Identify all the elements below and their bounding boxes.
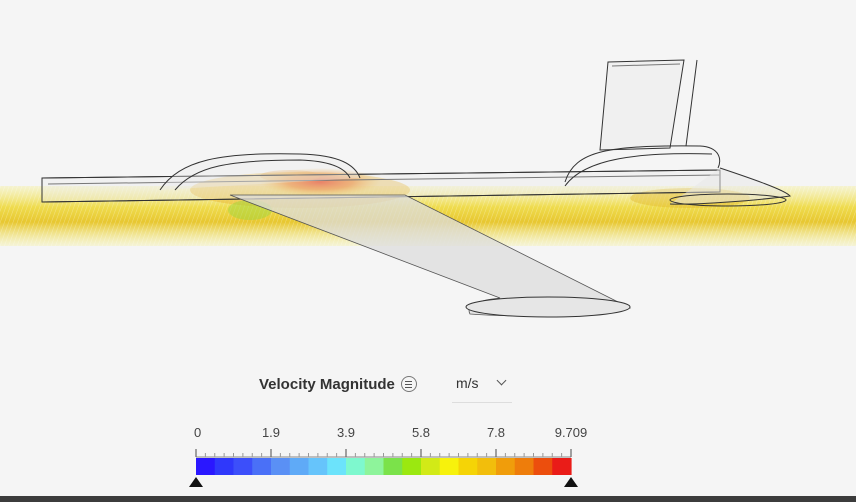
color-swatch	[496, 458, 516, 475]
color-swatch	[477, 458, 497, 475]
menu-circle-icon[interactable]	[400, 376, 417, 392]
color-swatch	[364, 458, 385, 475]
max-range-handle[interactable]	[564, 477, 578, 487]
main-wing	[229, 194, 632, 318]
color-swatch	[233, 458, 253, 475]
bottom-toolbar-edge	[0, 496, 856, 502]
tick-label: 9.709	[555, 425, 588, 440]
unit-dropdown[interactable]: m/s	[452, 372, 512, 403]
color-swatch	[533, 458, 553, 475]
min-range-handle[interactable]	[189, 477, 203, 487]
color-swatch	[439, 458, 460, 475]
tick-label: 1.9	[262, 425, 280, 440]
color-swatch	[383, 458, 403, 475]
color-swatch	[289, 458, 310, 475]
tick-label: 7.8	[487, 425, 505, 440]
wing-root-fairing	[159, 153, 361, 191]
color-swatch	[514, 458, 535, 475]
color-swatch	[421, 458, 441, 475]
unit-label: m/s	[456, 375, 479, 391]
color-swatch	[196, 458, 216, 475]
color-swatch	[308, 458, 328, 475]
vertical-stabilizer	[564, 59, 721, 187]
color-swatch	[252, 458, 272, 475]
color-swatch	[402, 458, 422, 475]
color-legend-bar[interactable]: 0 1.9 3.9 5.8 7.8 9.709	[180, 420, 600, 490]
color-swatch	[552, 458, 572, 475]
chevron-down-icon	[496, 375, 507, 386]
tick-label: 0	[194, 425, 201, 440]
legend-header: Velocity Magnitude	[259, 372, 417, 396]
color-swatch	[214, 458, 235, 475]
legend-title: Velocity Magnitude	[259, 375, 395, 393]
tick-label: 3.9	[337, 425, 355, 440]
horizontal-stabilizer	[669, 167, 791, 207]
tick-label: 5.8	[412, 425, 430, 440]
color-swatch	[271, 458, 291, 475]
color-swatch	[327, 458, 347, 475]
color-swatch	[346, 458, 366, 475]
color-swatch	[458, 458, 478, 475]
simulation-scene[interactable]	[0, 0, 856, 360]
